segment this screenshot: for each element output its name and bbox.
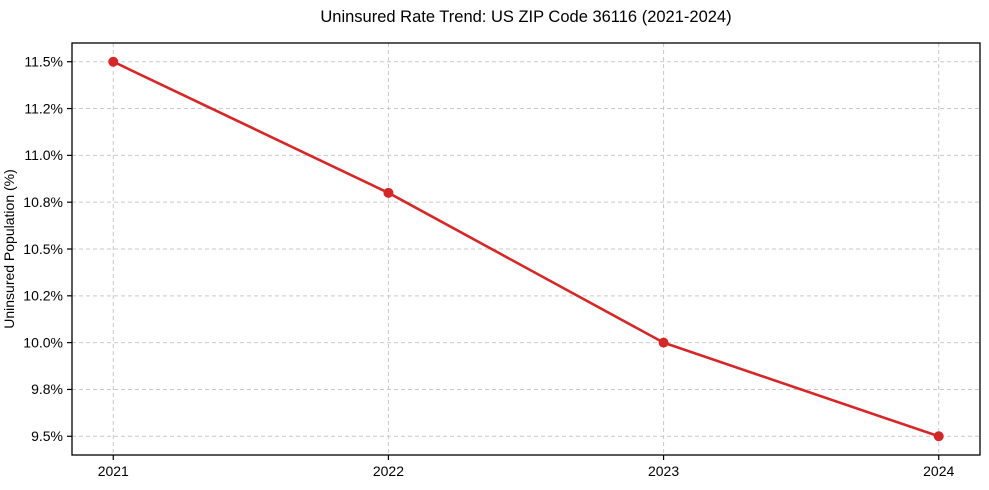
y-tick-labels: 11.5% 11.2% 11.0% 10.8% 10.5% 10.2% 10.0% 9.8% 9… <box>23 53 72 444</box>
data-point <box>658 337 669 348</box>
y-tick-label: 9.5% <box>31 428 63 444</box>
y-tick-label: 10.5% <box>23 241 63 257</box>
y-tick-label: 9.8% <box>31 381 63 397</box>
data-point <box>383 187 394 198</box>
x-tick-labels: 2021 2022 2023 2024 <box>98 455 955 479</box>
y-axis-label: Uninsured Population (%) <box>1 169 17 329</box>
trend-line-series <box>108 56 944 442</box>
y-tick-label: 10.2% <box>23 288 63 304</box>
chart-title: Uninsured Rate Trend: US ZIP Code 36116 … <box>320 8 731 26</box>
x-tick-label: 2022 <box>373 463 404 479</box>
x-tick-label: 2024 <box>923 463 954 479</box>
trend-line <box>112 60 940 438</box>
data-point <box>933 431 944 442</box>
y-tick-label: 10.8% <box>23 194 63 210</box>
data-point <box>108 56 119 67</box>
y-tick-label: 11.2% <box>24 100 63 116</box>
x-tick-label: 2023 <box>648 463 679 479</box>
y-tick-label: 11.5% <box>24 53 63 69</box>
gridlines <box>72 43 980 455</box>
y-tick-label: 10.0% <box>23 334 63 350</box>
x-tick-label: 2021 <box>98 463 129 479</box>
y-tick-label: 11.0% <box>24 147 63 163</box>
